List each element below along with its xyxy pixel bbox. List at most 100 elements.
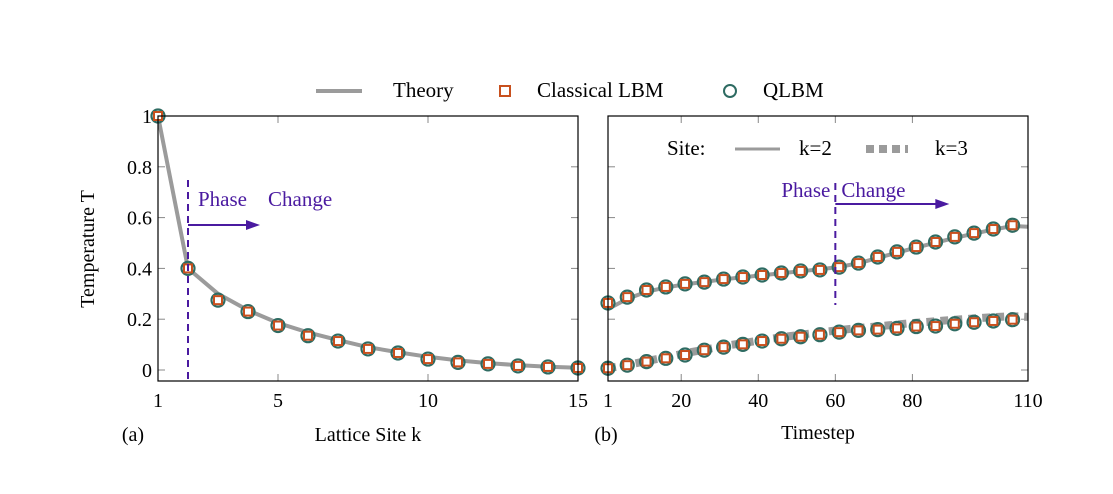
- classical-point: [641, 356, 652, 367]
- classical-point: [949, 318, 960, 329]
- qlbm-point: [850, 322, 867, 338]
- qlbm-point: [658, 350, 674, 366]
- qlbm-point: [330, 333, 346, 349]
- x-tick-label: 110: [1013, 390, 1042, 412]
- classical-point: [483, 358, 493, 369]
- classical-point: [333, 336, 343, 347]
- qlbm-point: [1004, 217, 1021, 233]
- classical-point: [1007, 314, 1018, 325]
- x-tick-label: 20: [671, 390, 691, 412]
- qlbm-point: [300, 328, 316, 344]
- qlbm-point: [210, 292, 226, 308]
- qlbm-point: [754, 333, 770, 349]
- arrow-head-icon: [935, 199, 950, 209]
- qlbm-point: [715, 339, 732, 355]
- classical-point: [930, 321, 941, 332]
- classical-point: [660, 353, 671, 364]
- x-tick-label: 15: [568, 390, 588, 412]
- classical-point: [872, 324, 883, 335]
- classical-point: [911, 242, 922, 253]
- classical-point: [622, 360, 633, 371]
- site-legend-k3-label: k=3: [935, 136, 968, 160]
- qlbm-point: [947, 316, 963, 332]
- classical-point: [718, 274, 729, 285]
- qlbm-point: [889, 244, 905, 260]
- classical-point: [243, 306, 253, 317]
- qlbm-point: [715, 271, 732, 287]
- classical-point: [988, 224, 999, 235]
- x-tick-label: 80: [902, 390, 922, 412]
- qlbm-point: [831, 259, 847, 275]
- qlbm-point: [773, 331, 789, 347]
- qlbm-point: [1004, 312, 1021, 328]
- classical-point: [776, 267, 787, 278]
- qlbm-point: [812, 327, 828, 343]
- phase-change-text-1: Phase: [198, 187, 247, 211]
- classical-point: [930, 236, 941, 247]
- classical-point: [834, 262, 845, 273]
- qlbm-point: [812, 262, 828, 278]
- qlbm-point: [240, 303, 256, 320]
- classical-point: [699, 277, 710, 288]
- phase-change-text-2: Change: [841, 178, 905, 202]
- classical-point: [718, 342, 729, 353]
- classical-point: [213, 295, 223, 306]
- y-axis-label: Temperature T: [77, 190, 99, 308]
- classical-point: [641, 284, 652, 295]
- classical-point: [969, 228, 980, 239]
- classical-point: [949, 231, 960, 242]
- qlbm-point: [735, 269, 751, 285]
- plot-frame: [157, 115, 579, 382]
- qlbm-point: [696, 342, 712, 358]
- classical-point: [814, 264, 825, 275]
- qlbm-point: [270, 317, 286, 334]
- classical-point: [891, 246, 902, 257]
- qlbm-point: [420, 351, 436, 367]
- classical-point: [969, 317, 980, 328]
- classical-point: [757, 270, 768, 281]
- classical-point: [273, 320, 283, 331]
- y-tick-label: 0.2: [127, 309, 152, 331]
- panel-b-xlabel: Timestep: [781, 422, 855, 444]
- phase-change-text-2: Change: [268, 187, 332, 211]
- legend-qlbm-swatch: [723, 84, 737, 98]
- qlbm-point: [927, 318, 944, 334]
- qlbm-point: [619, 357, 635, 373]
- classical-point: [814, 329, 825, 340]
- classical-point: [795, 331, 806, 342]
- qlbm-point: [793, 263, 809, 279]
- arrow-head-icon: [246, 220, 260, 230]
- qlbm-point: [638, 282, 655, 298]
- qlbm-point: [360, 341, 376, 357]
- y-tick-label: 0.8: [127, 157, 152, 179]
- classical-point: [622, 292, 633, 303]
- classical-point: [1007, 220, 1018, 231]
- qlbm-point: [696, 274, 712, 290]
- phase-change-text-1: Phase: [781, 178, 830, 202]
- qlbm-point: [985, 313, 1001, 329]
- classical-point: [891, 323, 902, 334]
- classical-point: [795, 265, 806, 276]
- classical-point: [453, 357, 463, 368]
- legend-theory-label: Theory: [393, 78, 454, 102]
- qlbm-point: [850, 255, 867, 271]
- qlbm-point: [870, 322, 886, 338]
- classical-point: [911, 321, 922, 332]
- classical-point: [776, 333, 787, 344]
- classical-point: [853, 325, 864, 336]
- site-legend-title: Site:: [667, 136, 706, 160]
- qlbm-point: [889, 320, 905, 336]
- site-legend: Site: k=2 k=3: [667, 136, 968, 160]
- theory-line: [156, 115, 580, 370]
- classical-point: [513, 360, 523, 371]
- classical-point: [872, 251, 883, 262]
- qlbm-point: [966, 225, 982, 241]
- classical-point: [680, 278, 691, 289]
- qlbm-point: [966, 314, 982, 330]
- qlbm-point: [619, 289, 635, 305]
- qlbm-point: [510, 358, 526, 374]
- site-legend-k2-label: k=2: [799, 136, 832, 160]
- qlbm-point: [831, 324, 847, 340]
- panel-a-xlabel: Lattice Site k: [315, 424, 422, 446]
